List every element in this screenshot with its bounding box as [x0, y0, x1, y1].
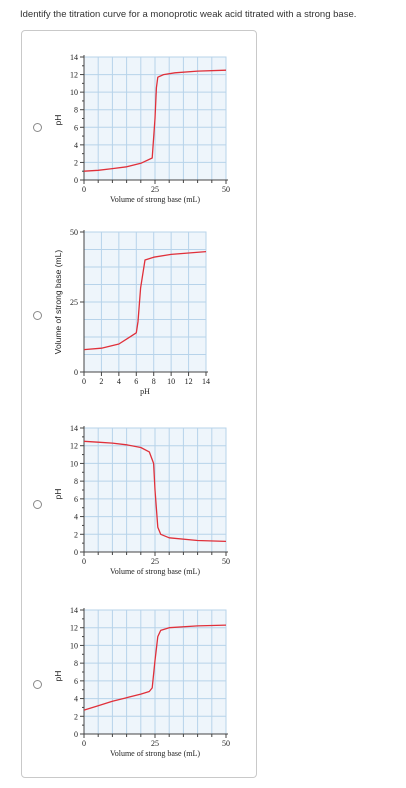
option-d-radio[interactable]	[33, 680, 42, 689]
option-c-radio[interactable]	[33, 500, 42, 509]
option-a-radio[interactable]	[33, 123, 42, 132]
option-b-radio[interactable]	[33, 311, 42, 320]
question-text: Identify the titration curve for a monop…	[20, 9, 357, 20]
answer-options-card	[21, 30, 257, 778]
